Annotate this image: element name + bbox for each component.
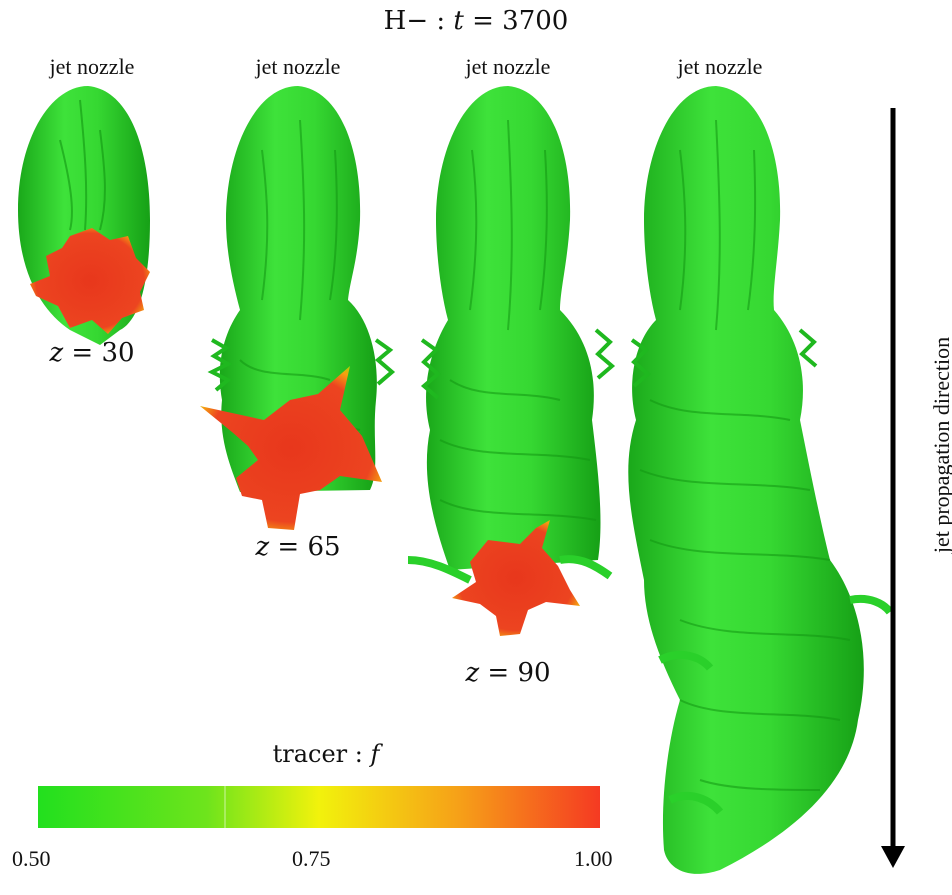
nozzle-label-3: jet nozzle — [465, 54, 551, 79]
propagation-arrow — [881, 108, 905, 868]
slice-z30 — [30, 228, 150, 334]
colorbar-tick-min: 0.50 — [12, 846, 51, 871]
arrow-label: jet propagation direction — [929, 336, 952, 554]
colorbar-gradient — [38, 786, 600, 828]
z-label-3: z = 90 — [465, 658, 551, 688]
z-label-2: z = 65 — [255, 532, 341, 562]
jet-panel-4 — [628, 86, 894, 874]
colorbar — [38, 786, 600, 828]
z-label-1: z = 30 — [49, 338, 135, 368]
slice-z65 — [200, 366, 382, 530]
colorbar-tick-mid: 0.75 — [292, 846, 331, 871]
colorbar-title: tracer : f — [272, 740, 380, 768]
colorbar-tick-max: 1.00 — [574, 846, 613, 871]
nozzle-label-1: jet nozzle — [49, 54, 135, 79]
slice-z90 — [452, 520, 580, 636]
jet-panel-2 — [200, 86, 396, 530]
figure-title: H− : t = 3700 — [383, 6, 569, 36]
jet-panel-1 — [18, 86, 150, 345]
jet-panel-3 — [407, 86, 616, 636]
nozzle-label-2: jet nozzle — [255, 54, 341, 79]
nozzle-label-4: jet nozzle — [677, 54, 763, 79]
